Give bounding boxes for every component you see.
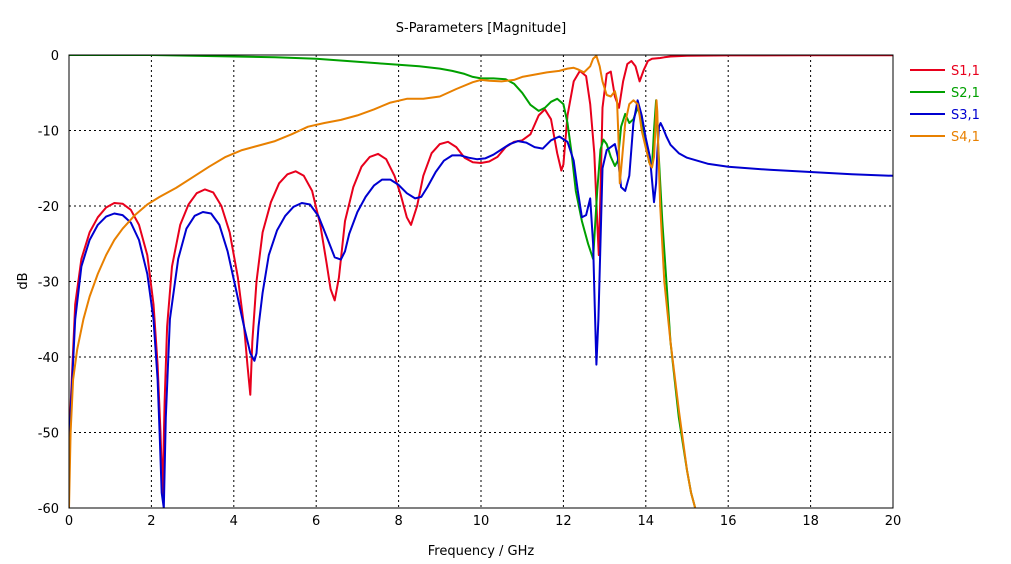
x-tick-label: 4: [230, 514, 238, 529]
x-tick-label: 10: [473, 514, 490, 529]
y-tick-label: -50: [38, 427, 59, 442]
y-tick-label: -20: [38, 200, 59, 215]
x-tick-label: 8: [394, 514, 402, 529]
y-tick-labels: 0 -10 -20 -30 -40 -50 -60: [38, 49, 59, 517]
series-line-s4-1: [69, 55, 697, 508]
y-tick-label: -10: [38, 125, 59, 140]
x-tick-label: 14: [638, 514, 655, 529]
legend-label: S1,1: [951, 64, 980, 79]
x-tick-label: 0: [65, 514, 73, 529]
legend: S1,1 S2,1 S3,1 S4,1: [910, 64, 980, 145]
series-line-s3-1: [69, 99, 893, 508]
y-tick-label: -30: [38, 276, 59, 291]
series-line-s2-1: [69, 55, 697, 508]
legend-label: S2,1: [951, 86, 980, 101]
x-axis-label: Frequency / GHz: [428, 544, 535, 559]
plot-frame-border: [68, 54, 894, 509]
x-tick-label: 16: [720, 514, 737, 529]
x-tick-label: 20: [885, 514, 902, 529]
x-tick-labels: 0 2 4 6 8 10 12 14 16 18 20: [65, 514, 901, 529]
legend-label: S4,1: [951, 130, 980, 145]
x-tick-label: 6: [312, 514, 320, 529]
legend-label: S3,1: [951, 108, 980, 123]
y-axis-label: dB: [16, 272, 31, 289]
y-tick-label: -40: [38, 351, 59, 366]
y-tick-label: 0: [51, 49, 59, 64]
x-tick-label: 12: [555, 514, 572, 529]
series-line-s1-1: [69, 55, 893, 498]
x-tick-label: 2: [147, 514, 155, 529]
x-tick-label: 18: [802, 514, 819, 529]
series-lines: [69, 55, 893, 508]
y-tick-label: -60: [38, 502, 59, 517]
chart-title: S-Parameters [Magnitude]: [396, 21, 567, 36]
